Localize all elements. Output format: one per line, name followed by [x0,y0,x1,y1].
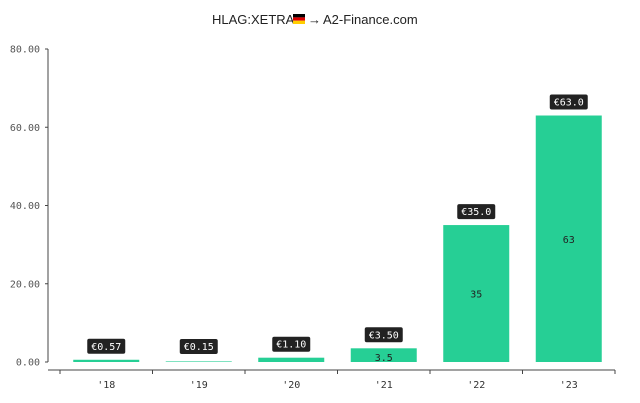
y-tick-label: 40.00 [10,201,40,212]
y-axis-ticks: 0.00 20.00 40.00 60.00 80.00 [10,45,48,369]
data-label: €3.50 [364,327,403,343]
y-tick-label: 20.00 [10,279,40,290]
bar [258,357,325,362]
y-tick-label: 60.00 [10,123,40,134]
x-tick-label: '21 [375,380,393,391]
bar [165,361,232,362]
bar-inner-label: 63 [563,235,575,246]
bar-inner-label: 3.5 [375,353,393,364]
data-label-box [457,204,496,220]
data-label-box [179,339,218,354]
y-tick-label: 0.00 [16,358,40,369]
data-label-text: €3.50 [369,330,399,341]
bar [350,348,417,362]
bars: 3.5 35 63 [73,115,602,364]
x-tick-label: '19 [190,380,208,391]
x-tick-label: '20 [282,380,300,391]
data-label-text: €0.57 [91,342,121,353]
data-label-text: €35.0 [461,207,491,218]
data-label: €0.15 [179,339,218,354]
bar [535,115,602,362]
germany-flag-icon [293,14,305,24]
x-tick-label: '23 [560,380,578,391]
x-tick-label: '18 [97,380,115,391]
data-label-box [549,94,588,110]
bar [443,225,510,362]
chart-title: HLAG:XETRA → A2-Finance.com [212,12,418,27]
bar [73,359,140,362]
data-label: €63.0 [549,94,588,110]
x-axis-ticks: '18 '19 '20 '21 '22 '23 [59,370,616,391]
x-tick-label: '22 [467,380,485,391]
data-label-box [272,336,311,352]
data-label-text: €1.10 [276,340,306,351]
source-text: A2-Finance.com [323,12,418,27]
data-label: €35.0 [457,204,496,220]
data-label-box [87,338,126,354]
data-label-text: €63.0 [554,98,584,109]
data-label: €1.10 [272,336,311,352]
data-label-box [364,327,403,343]
y-tick-label: 80.00 [10,45,40,56]
ticker-text: HLAG:XETRA [212,12,295,27]
data-label: €0.57 [87,338,126,354]
bar-inner-label: 35 [470,290,482,301]
data-labels: €0.57 €0.15 €1.10 €3.50 €35.0 €63.0 [87,94,588,354]
data-label-text: €0.15 [184,342,214,353]
arrow-icon: → [308,12,321,27]
